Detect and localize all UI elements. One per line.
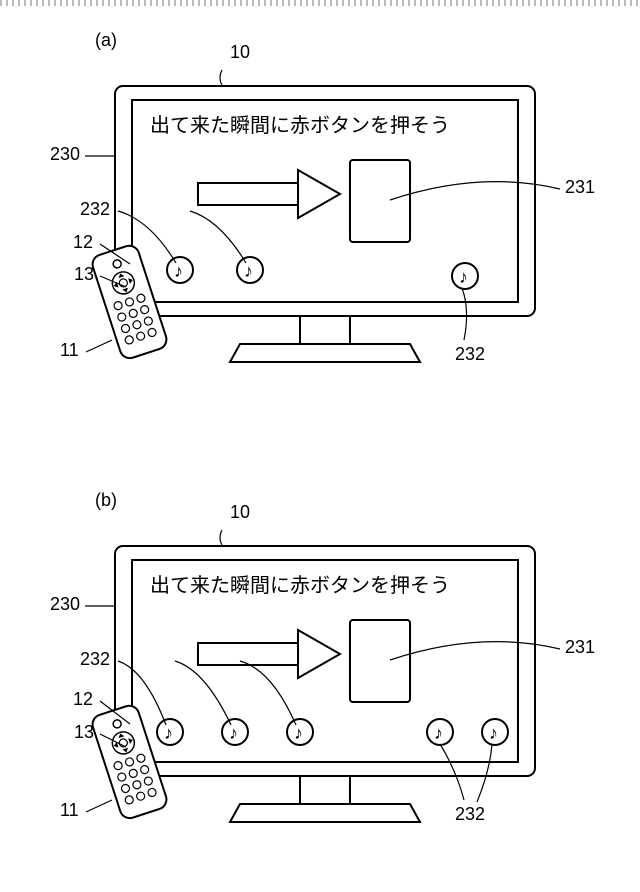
subfigure-b: 出て来た瞬間に赤ボタンを押そう ♪ ♪ ♪ ♪ ♪ — [0, 470, 640, 850]
figure-page: (a) 出て来た瞬間に赤ボタンを押そう ♪ ♪ ♪ — [0, 0, 640, 892]
note-icon: ♪ — [482, 719, 508, 745]
ref-13: 13 — [74, 722, 94, 742]
note-icon: ♪ — [167, 257, 193, 283]
tv-stand — [230, 804, 420, 822]
note-icon: ♪ — [237, 257, 263, 283]
tv-neck — [300, 776, 350, 804]
ref-12: 12 — [73, 232, 93, 252]
ref-232: 232 — [80, 199, 110, 219]
ref-230: 230 — [50, 144, 80, 164]
svg-text:♪: ♪ — [294, 723, 303, 743]
ref-232b: 232 — [455, 804, 485, 824]
ref-11: 11 — [60, 340, 79, 360]
subfigure-a: 出て来た瞬間に赤ボタンを押そう ♪ ♪ ♪ — [0, 10, 640, 390]
screen-text-a: 出て来た瞬間に赤ボタンを押そう — [150, 114, 450, 137]
screen-text-b: 出て来た瞬間に赤ボタンを押そう — [150, 574, 450, 597]
ref-230: 230 — [50, 594, 80, 614]
ref-10: 10 — [230, 502, 250, 522]
note-icon: ♪ — [287, 719, 313, 745]
ref-232b: 232 — [455, 344, 485, 364]
note-icon: ♪ — [427, 719, 453, 745]
note-icon: ♪ — [452, 263, 478, 289]
ref-10: 10 — [230, 42, 250, 62]
svg-text:♪: ♪ — [174, 261, 183, 281]
svg-text:♪: ♪ — [164, 723, 173, 743]
ref-231: 231 — [565, 177, 595, 197]
door-rect — [350, 160, 410, 242]
tv-neck — [300, 316, 350, 344]
ref-12: 12 — [73, 689, 93, 709]
ref-13: 13 — [74, 264, 94, 284]
page-top-hatch — [0, 0, 640, 6]
svg-text:♪: ♪ — [434, 723, 443, 743]
note-icon: ♪ — [222, 719, 248, 745]
tv-stand — [230, 344, 420, 362]
svg-text:♪: ♪ — [489, 723, 498, 743]
arrow-icon — [198, 630, 340, 678]
ref-232: 232 — [80, 649, 110, 669]
door-rect — [350, 620, 410, 702]
svg-text:♪: ♪ — [229, 723, 238, 743]
svg-text:♪: ♪ — [459, 267, 468, 287]
note-icon: ♪ — [157, 719, 183, 745]
ref-231: 231 — [565, 637, 595, 657]
arrow-icon — [198, 170, 340, 218]
ref-11: 11 — [60, 800, 79, 820]
svg-text:♪: ♪ — [244, 261, 253, 281]
